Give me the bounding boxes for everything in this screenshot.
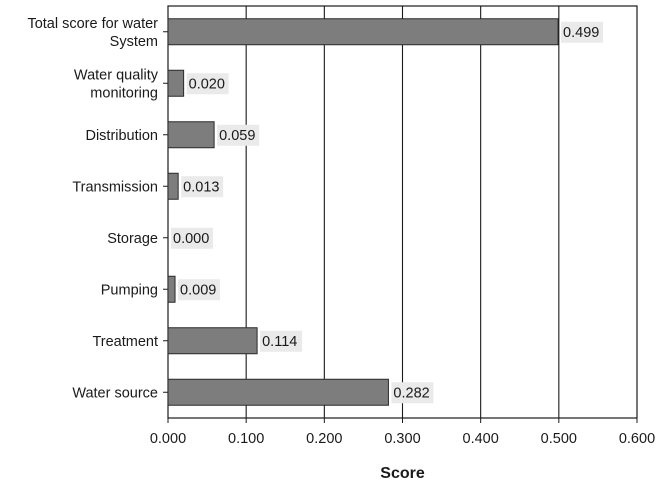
data-label: 0.059 bbox=[219, 128, 255, 144]
category-label: Transmission bbox=[72, 179, 158, 195]
category-label: Total score for water System bbox=[27, 16, 158, 50]
data-label: 0.009 bbox=[180, 282, 216, 298]
bar bbox=[167, 327, 258, 355]
data-label: 0.000 bbox=[173, 231, 209, 247]
category-label: Distribution bbox=[85, 128, 158, 144]
category-label: Water source bbox=[72, 385, 158, 401]
data-label: 0.020 bbox=[189, 76, 225, 92]
category-label: Storage bbox=[107, 231, 158, 247]
data-label-bg bbox=[217, 124, 260, 146]
bar bbox=[167, 18, 559, 46]
bar bbox=[167, 69, 185, 97]
gridlines bbox=[167, 6, 638, 423]
data-label-bg bbox=[391, 382, 434, 404]
data-label-bg bbox=[561, 21, 604, 43]
x-tick-labels: 0.000 0.100 0.200 0.300 0.400 0.500 0.600 bbox=[150, 431, 655, 447]
data-label: 0.282 bbox=[393, 385, 429, 401]
category-label: Treatment bbox=[92, 334, 158, 350]
bar bbox=[167, 172, 179, 200]
x-tick-label: 0.600 bbox=[619, 431, 655, 447]
data-label-bg bbox=[186, 73, 229, 95]
data-label: 0.499 bbox=[563, 25, 599, 41]
category-labels: Total score for water System Water quality… bbox=[27, 16, 158, 402]
bar bbox=[167, 378, 389, 406]
data-label-bg bbox=[171, 227, 213, 249]
x-tick-label: 0.000 bbox=[150, 431, 186, 447]
data-label: 0.013 bbox=[183, 179, 219, 195]
category-label: Pumping bbox=[101, 282, 158, 298]
data-label-bg bbox=[260, 330, 303, 352]
x-tick-label: 0.100 bbox=[228, 431, 264, 447]
category-label: Water quality monitoring bbox=[74, 67, 159, 101]
bars-group: 0.499 0.020 0.059 0.013 0.000 0.009 0.114 0.282 bbox=[163, 18, 604, 406]
x-axis-title: Score bbox=[380, 465, 425, 482]
x-tick-label: 0.300 bbox=[384, 431, 420, 447]
x-tick-label: 0.400 bbox=[463, 431, 499, 447]
x-tick-label: 0.200 bbox=[306, 431, 342, 447]
bar bbox=[167, 275, 176, 303]
bar bbox=[167, 121, 215, 149]
data-label-bg bbox=[178, 279, 221, 301]
x-tick-label: 0.500 bbox=[541, 431, 577, 447]
data-label-bg bbox=[181, 176, 224, 198]
data-label: 0.114 bbox=[262, 334, 297, 350]
